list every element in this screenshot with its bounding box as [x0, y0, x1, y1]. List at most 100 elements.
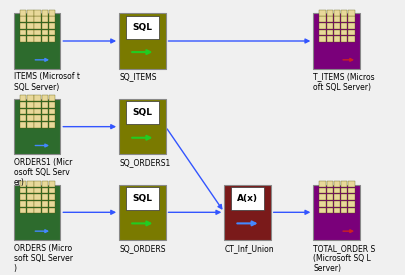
Bar [333, 10, 339, 15]
Bar [27, 208, 34, 213]
Bar [34, 194, 41, 200]
Bar [347, 23, 354, 29]
Bar [347, 36, 354, 42]
Bar [347, 10, 354, 15]
Bar [27, 95, 34, 101]
Bar [34, 23, 41, 29]
Bar [333, 188, 339, 194]
Bar [34, 115, 41, 121]
Bar [27, 16, 34, 22]
Bar [34, 16, 41, 22]
Bar [347, 188, 354, 194]
Bar [34, 109, 41, 114]
Bar [49, 188, 55, 194]
Bar [27, 10, 34, 15]
Bar [125, 15, 159, 39]
Bar [125, 187, 159, 210]
Bar [49, 23, 55, 29]
Bar [340, 188, 347, 194]
Bar [347, 194, 354, 200]
Bar [318, 30, 325, 35]
Text: ORDERS1 (Micr
osoft SQL Serv
er): ORDERS1 (Micr osoft SQL Serv er) [14, 158, 72, 187]
Bar [326, 23, 332, 29]
Bar [333, 194, 339, 200]
Bar [27, 102, 34, 108]
Bar [326, 188, 332, 194]
Bar [347, 201, 354, 207]
Bar [340, 23, 347, 29]
Text: SQL: SQL [132, 23, 152, 32]
Bar [27, 181, 34, 187]
Bar [42, 16, 48, 22]
Bar [333, 201, 339, 207]
FancyBboxPatch shape [224, 185, 270, 240]
Bar [326, 36, 332, 42]
Bar [27, 36, 34, 42]
Bar [27, 122, 34, 128]
Text: ORDERS (Micro
soft SQL Server
): ORDERS (Micro soft SQL Server ) [14, 244, 72, 273]
Bar [340, 208, 347, 213]
Bar [49, 16, 55, 22]
Bar [27, 194, 34, 200]
Bar [42, 181, 48, 187]
Bar [49, 30, 55, 35]
Bar [318, 181, 325, 187]
Bar [42, 115, 48, 121]
Text: A(x): A(x) [237, 194, 257, 203]
Bar [333, 208, 339, 213]
Bar [318, 194, 325, 200]
Bar [20, 23, 26, 29]
FancyBboxPatch shape [313, 185, 359, 240]
Bar [42, 188, 48, 194]
Bar [20, 95, 26, 101]
Bar [20, 194, 26, 200]
Bar [340, 16, 347, 22]
Text: TOTAL_ORDER S
(Microsoft SQ L
Server): TOTAL_ORDER S (Microsoft SQ L Server) [313, 244, 375, 273]
FancyBboxPatch shape [119, 13, 165, 69]
Bar [333, 23, 339, 29]
Bar [49, 122, 55, 128]
Bar [20, 201, 26, 207]
Bar [34, 181, 41, 187]
Bar [318, 16, 325, 22]
Bar [20, 115, 26, 121]
Bar [42, 30, 48, 35]
Bar [318, 23, 325, 29]
Bar [318, 188, 325, 194]
Bar [42, 109, 48, 114]
Bar [347, 181, 354, 187]
Bar [42, 102, 48, 108]
Text: SQ_ITEMS: SQ_ITEMS [119, 73, 156, 81]
Bar [34, 201, 41, 207]
Text: SQ_ORDERS: SQ_ORDERS [119, 244, 165, 253]
Bar [125, 101, 159, 125]
Bar [318, 208, 325, 213]
Bar [49, 208, 55, 213]
Bar [20, 36, 26, 42]
Bar [340, 181, 347, 187]
Bar [27, 109, 34, 114]
Bar [340, 36, 347, 42]
Text: SQL: SQL [132, 108, 152, 117]
Bar [27, 201, 34, 207]
Bar [347, 30, 354, 35]
Bar [326, 194, 332, 200]
Bar [34, 188, 41, 194]
Bar [49, 201, 55, 207]
Bar [49, 95, 55, 101]
Bar [20, 10, 26, 15]
Bar [27, 30, 34, 35]
Bar [34, 10, 41, 15]
Bar [326, 16, 332, 22]
Bar [333, 36, 339, 42]
Bar [49, 115, 55, 121]
FancyBboxPatch shape [313, 13, 359, 69]
Bar [49, 10, 55, 15]
Bar [20, 181, 26, 187]
Text: ITEMS (Microsof t
SQL Server): ITEMS (Microsof t SQL Server) [14, 73, 80, 92]
Bar [340, 10, 347, 15]
Bar [340, 201, 347, 207]
Bar [20, 208, 26, 213]
Bar [49, 109, 55, 114]
Bar [340, 30, 347, 35]
